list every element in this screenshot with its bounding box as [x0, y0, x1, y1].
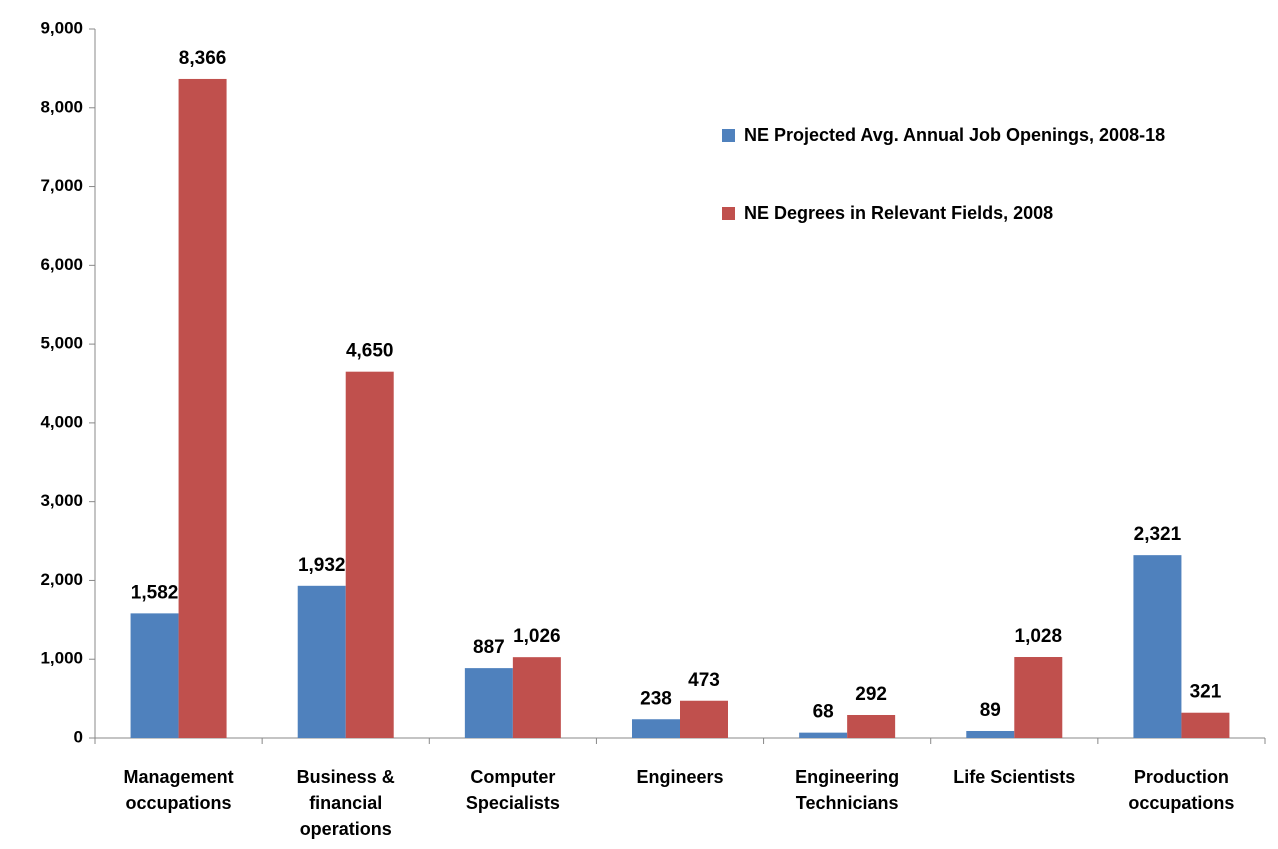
data-label: 1,582: [131, 582, 179, 603]
data-label: 4,650: [346, 341, 394, 362]
x-tick-label: Production occupations: [1128, 767, 1235, 813]
x-tick-label: Management occupations: [123, 767, 234, 813]
y-tick-label: 3,000: [40, 491, 83, 510]
y-tick-label: 4,000: [40, 412, 83, 431]
y-tick-label: 8,000: [40, 97, 83, 116]
bar: [1181, 712, 1230, 738]
bar: [130, 613, 179, 738]
data-label: 2,321: [1134, 524, 1182, 545]
legend-entry: NE Projected Avg. Annual Job Openings, 2…: [722, 120, 1224, 150]
x-tick-label: Computer Specialists: [465, 767, 560, 813]
data-label: 238: [640, 688, 672, 709]
y-tick-label: 9,000: [40, 18, 83, 37]
data-label: 1,028: [1015, 626, 1063, 647]
x-tick-label: Engineering Technicians: [795, 767, 900, 813]
y-tick-label: 6,000: [40, 255, 83, 274]
legend-swatch: [722, 129, 735, 142]
data-label: 321: [1190, 682, 1222, 703]
bar: [1014, 657, 1063, 738]
bar: [178, 78, 227, 738]
y-tick-label: 2,000: [40, 570, 83, 589]
data-label: 68: [813, 702, 834, 723]
bar: [297, 585, 346, 738]
data-label: 887: [473, 637, 505, 658]
legend-label: NE Degrees in Relevant Fields, 2008: [744, 203, 1054, 223]
data-label: 473: [688, 670, 720, 691]
legend-swatch: [722, 207, 735, 220]
bar: [632, 719, 680, 738]
bar: [345, 371, 394, 738]
y-tick-label: 0: [74, 727, 83, 746]
y-tick-label: 1,000: [40, 649, 83, 668]
bar: [464, 668, 513, 738]
bar: [512, 657, 561, 738]
x-tick-label: Engineers: [636, 767, 724, 787]
legend-label: NE Projected Avg. Annual Job Openings, 2…: [744, 125, 1166, 145]
x-tick-label: Business & financial operations: [296, 767, 395, 839]
bar: [680, 700, 728, 738]
data-label: 8,366: [179, 48, 227, 69]
bar: [966, 730, 1015, 738]
y-tick-label: 5,000: [40, 334, 83, 353]
data-label: 292: [855, 684, 887, 705]
data-label: 1,932: [298, 555, 346, 576]
legend-entry: NE Degrees in Relevant Fields, 2008: [722, 198, 1224, 228]
y-tick-label: 7,000: [40, 176, 83, 195]
data-label: 89: [980, 700, 1001, 721]
data-label: 1,026: [513, 626, 561, 647]
bar: [799, 732, 848, 738]
bar: [847, 714, 896, 738]
bar: [1133, 555, 1182, 738]
x-tick-label: Life Scientists: [953, 767, 1076, 787]
